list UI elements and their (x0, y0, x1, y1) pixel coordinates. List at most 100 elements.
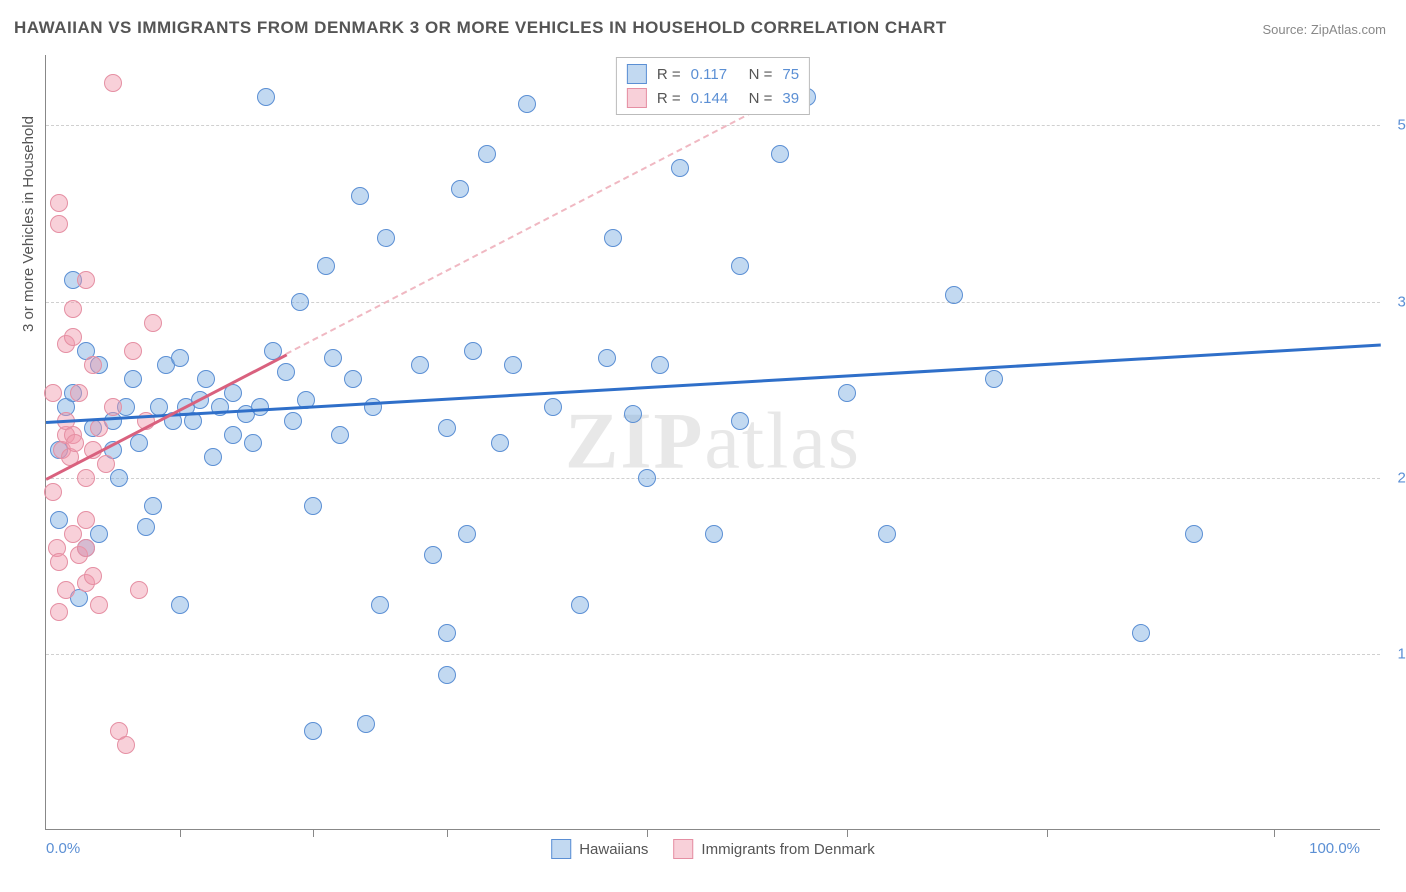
scatter-point (144, 314, 162, 332)
scatter-point (624, 405, 642, 423)
scatter-point (464, 342, 482, 360)
x-tick (313, 829, 314, 837)
gridline-horizontal (46, 302, 1380, 303)
scatter-point (90, 525, 108, 543)
scatter-point (985, 370, 1003, 388)
legend-swatch (551, 839, 571, 859)
scatter-point (638, 469, 656, 487)
gridline-horizontal (46, 654, 1380, 655)
scatter-point (671, 159, 689, 177)
scatter-point (50, 215, 68, 233)
legend-series: Hawaiians Immigrants from Denmark (551, 839, 875, 859)
scatter-point (331, 426, 349, 444)
x-axis-max-label: 100.0% (1309, 840, 1360, 857)
scatter-point (50, 511, 68, 529)
y-tick-label: 25.0% (1397, 469, 1406, 486)
scatter-point (104, 74, 122, 92)
scatter-point (64, 525, 82, 543)
scatter-point (438, 666, 456, 684)
scatter-point (171, 596, 189, 614)
scatter-point (130, 434, 148, 452)
x-tick (447, 829, 448, 837)
scatter-point (77, 469, 95, 487)
scatter-point (377, 229, 395, 247)
scatter-point (371, 596, 389, 614)
scatter-point (458, 525, 476, 543)
scatter-point (117, 736, 135, 754)
legend-n-value: 75 (782, 66, 799, 83)
legend-n-value: 39 (782, 90, 799, 107)
scatter-point (50, 194, 68, 212)
x-tick (1047, 829, 1048, 837)
legend-swatch (627, 88, 647, 108)
y-tick-label: 50.0% (1397, 117, 1406, 134)
scatter-point (124, 342, 142, 360)
gridline-horizontal (46, 478, 1380, 479)
scatter-point (124, 370, 142, 388)
scatter-point (478, 145, 496, 163)
scatter-point (284, 412, 302, 430)
scatter-point (324, 349, 342, 367)
scatter-point (344, 370, 362, 388)
scatter-point (50, 603, 68, 621)
legend-stats: R = 0.117 N = 75 R = 0.144N = 39 (616, 57, 810, 115)
x-tick (847, 829, 848, 837)
scatter-point (1185, 525, 1203, 543)
scatter-point (277, 363, 295, 381)
scatter-point (571, 596, 589, 614)
scatter-point (64, 300, 82, 318)
scatter-point (77, 271, 95, 289)
scatter-point (945, 286, 963, 304)
scatter-point (70, 384, 88, 402)
scatter-point (351, 187, 369, 205)
scatter-point (304, 722, 322, 740)
legend-n-label: N = (749, 90, 773, 107)
scatter-point (424, 546, 442, 564)
scatter-point (304, 497, 322, 515)
scatter-point (544, 398, 562, 416)
x-tick (1274, 829, 1275, 837)
scatter-point (197, 370, 215, 388)
legend-swatch (673, 839, 693, 859)
trend-line (286, 97, 781, 355)
scatter-point (291, 293, 309, 311)
legend-series-item: Immigrants from Denmark (673, 839, 874, 859)
y-tick-label: 37.5% (1397, 293, 1406, 310)
y-axis-title: 3 or more Vehicles in Household (20, 116, 37, 332)
scatter-point (77, 511, 95, 529)
watermark: ZIPatlas (565, 397, 861, 488)
scatter-point (44, 384, 62, 402)
gridline-horizontal (46, 125, 1380, 126)
scatter-point (771, 145, 789, 163)
scatter-point (878, 525, 896, 543)
legend-series-item: Hawaiians (551, 839, 648, 859)
legend-n-label: N = (749, 66, 773, 83)
scatter-point (357, 715, 375, 733)
scatter-point (84, 356, 102, 374)
scatter-point (1132, 624, 1150, 642)
legend-stats-row: R = 0.117N = 75 (627, 62, 799, 86)
scatter-point (97, 455, 115, 473)
scatter-point (66, 434, 84, 452)
scatter-point (44, 483, 62, 501)
scatter-point (504, 356, 522, 374)
legend-series-label: Hawaiians (579, 841, 648, 858)
scatter-point (204, 448, 222, 466)
x-axis-min-label: 0.0% (46, 840, 80, 857)
scatter-point (64, 328, 82, 346)
scatter-point (257, 88, 275, 106)
scatter-point (224, 426, 242, 444)
trend-line (46, 344, 1381, 424)
scatter-point (438, 624, 456, 642)
scatter-point (731, 412, 749, 430)
x-tick (180, 829, 181, 837)
legend-r-label: R = (657, 90, 681, 107)
legend-stats-row: R = 0.144N = 39 (627, 86, 799, 110)
scatter-point (598, 349, 616, 367)
scatter-point (838, 384, 856, 402)
scatter-point (491, 434, 509, 452)
legend-r-value: 0.117 (691, 66, 739, 83)
scatter-point (137, 518, 155, 536)
scatter-point (411, 356, 429, 374)
chart-title: HAWAIIAN VS IMMIGRANTS FROM DENMARK 3 OR… (14, 18, 947, 38)
